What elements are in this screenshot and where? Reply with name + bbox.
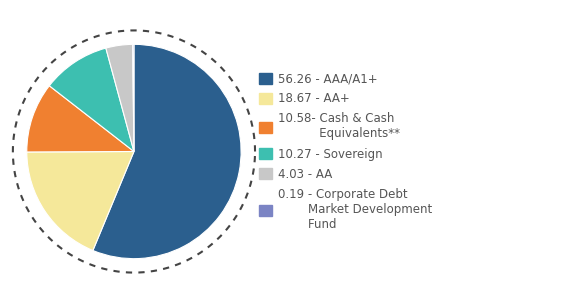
Wedge shape xyxy=(106,44,134,152)
Wedge shape xyxy=(27,152,134,251)
Legend: 56.26 - AAA/A1+, 18.67 - AA+, 10.58- Cash & Cash
           Equivalents**, 10.27: 56.26 - AAA/A1+, 18.67 - AA+, 10.58- Cas… xyxy=(259,72,432,231)
Wedge shape xyxy=(27,86,134,152)
Wedge shape xyxy=(49,48,134,152)
Wedge shape xyxy=(133,44,134,152)
Wedge shape xyxy=(93,44,241,259)
